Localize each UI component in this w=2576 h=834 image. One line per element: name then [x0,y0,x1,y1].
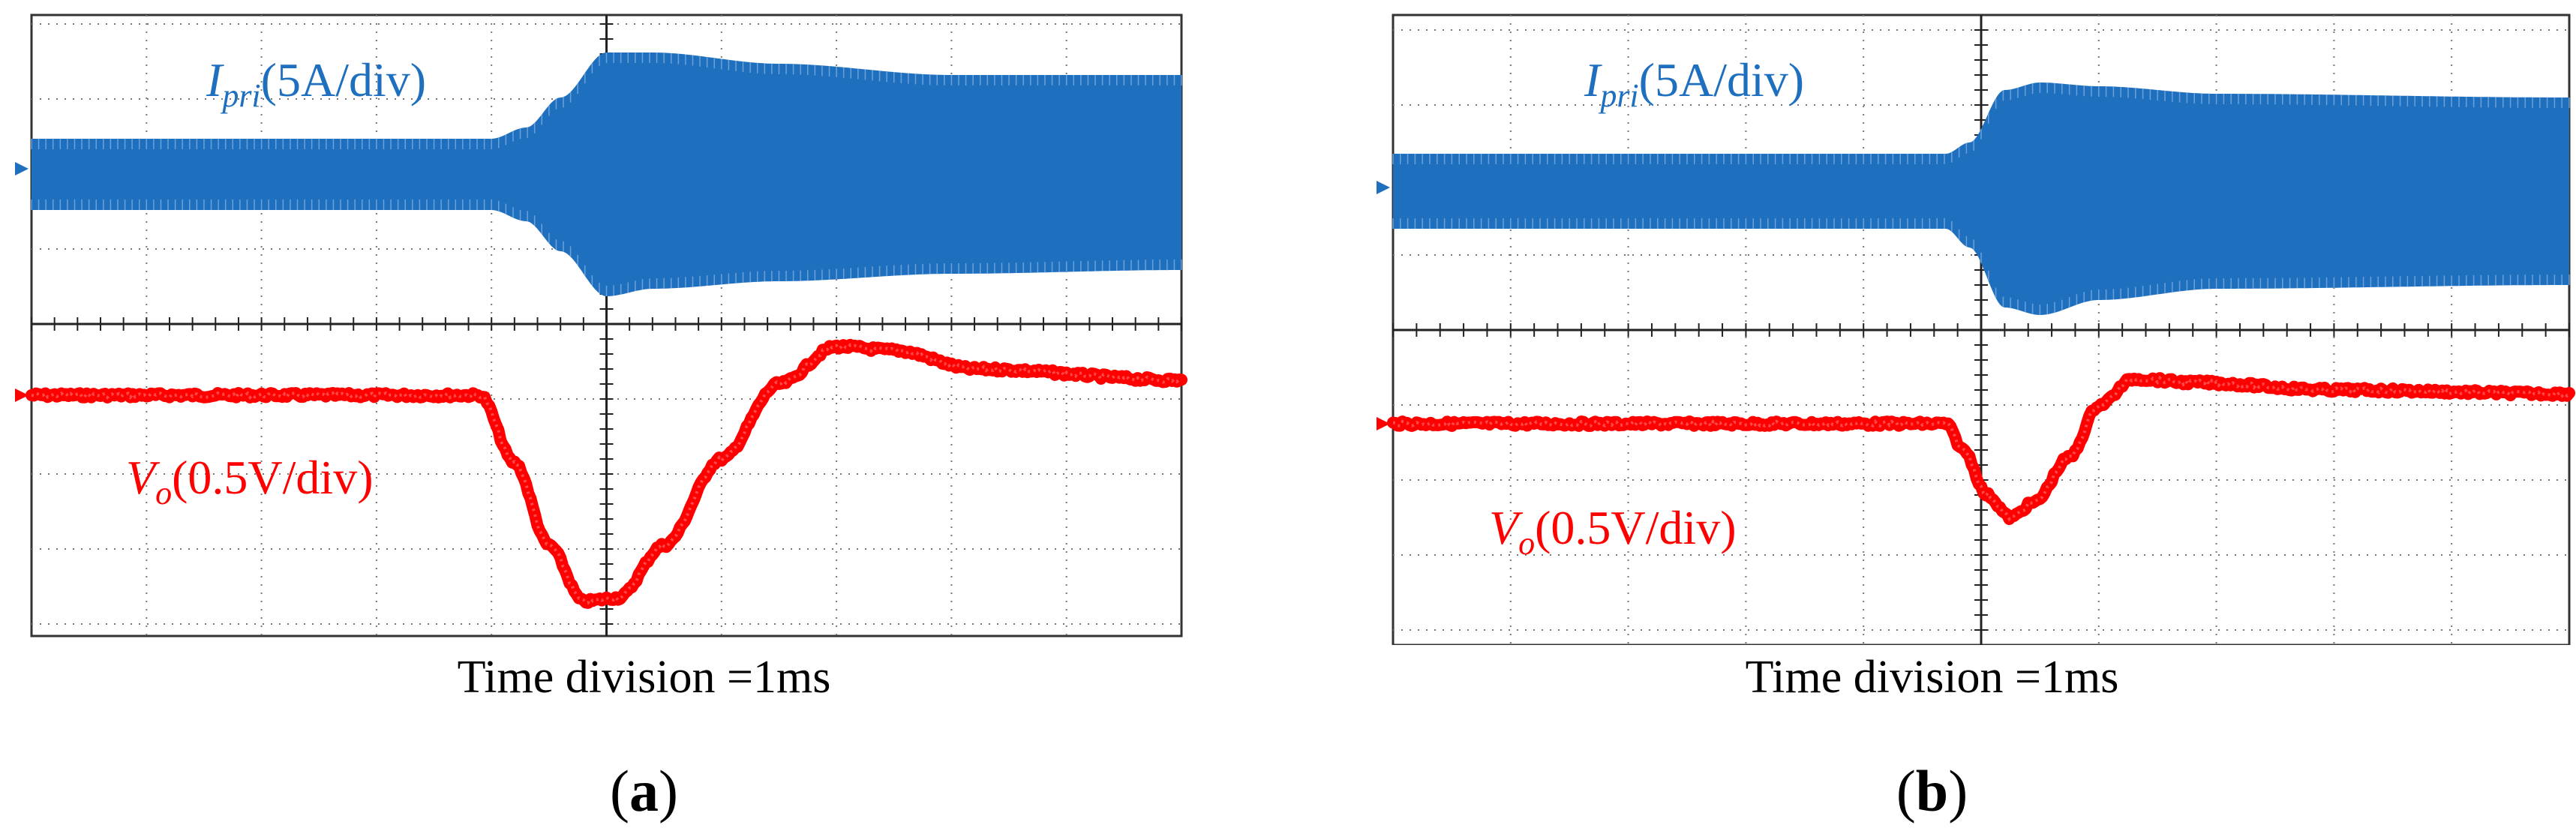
panel-label-open: ( [610,758,629,824]
series-label-symbol: I [206,53,224,106]
axis-ticks [1392,29,2570,631]
series-label-subscript: pri [220,77,260,114]
series-1-envelope [32,52,1181,296]
series-label-symbol: I [1584,53,1602,106]
series-label-subscript: o [155,475,172,512]
series-1-label: Ipri(5A/div) [206,53,426,114]
series-2-label: Vo(0.5V/div) [1489,501,1737,562]
series-1-ripple [31,52,1182,296]
panel-label-close: ) [1948,758,1968,824]
series-label-subscript: o [1518,525,1535,562]
panel-label-open: ( [1896,758,1916,824]
series-label-unit: (5A/div) [1639,53,1804,106]
series-label-unit: (5A/div) [261,53,426,106]
series-label-unit: (0.5V/div) [172,451,373,504]
series-1-ripple [1392,82,2570,315]
series-1-envelope [1393,82,2569,315]
oscilloscope-plot-a: Ipri(5A/div) Vo(0.5V/div) [15,14,1187,638]
channel-marker-2 [15,388,29,402]
series-label-unit: (0.5V/div) [1535,501,1736,554]
oscilloscope-plot-b: Ipri(5A/div) Vo(0.5V/div) [1377,14,2575,645]
channel-marker-1 [1377,181,1390,194]
panel-label-b: (b) [1288,758,2576,825]
panel-label-a: (a) [0,758,1288,825]
series-2-label: Vo(0.5V/div) [126,451,374,512]
channel-marker-1 [15,162,29,176]
time-division-label: Time division =1ms [457,652,831,703]
series-label-subscript: pri [1598,77,1638,114]
panel-label-letter: a [629,758,659,824]
series-label-symbol: V [126,451,161,504]
series-1-label: Ipri(5A/div) [1584,53,1804,114]
series-label-symbol: V [1489,501,1524,554]
time-division-label: Time division =1ms [1745,652,2119,703]
panel-label-close: ) [659,758,678,824]
channel-marker-2 [1377,417,1390,430]
panel-label-letter: b [1915,758,1949,824]
